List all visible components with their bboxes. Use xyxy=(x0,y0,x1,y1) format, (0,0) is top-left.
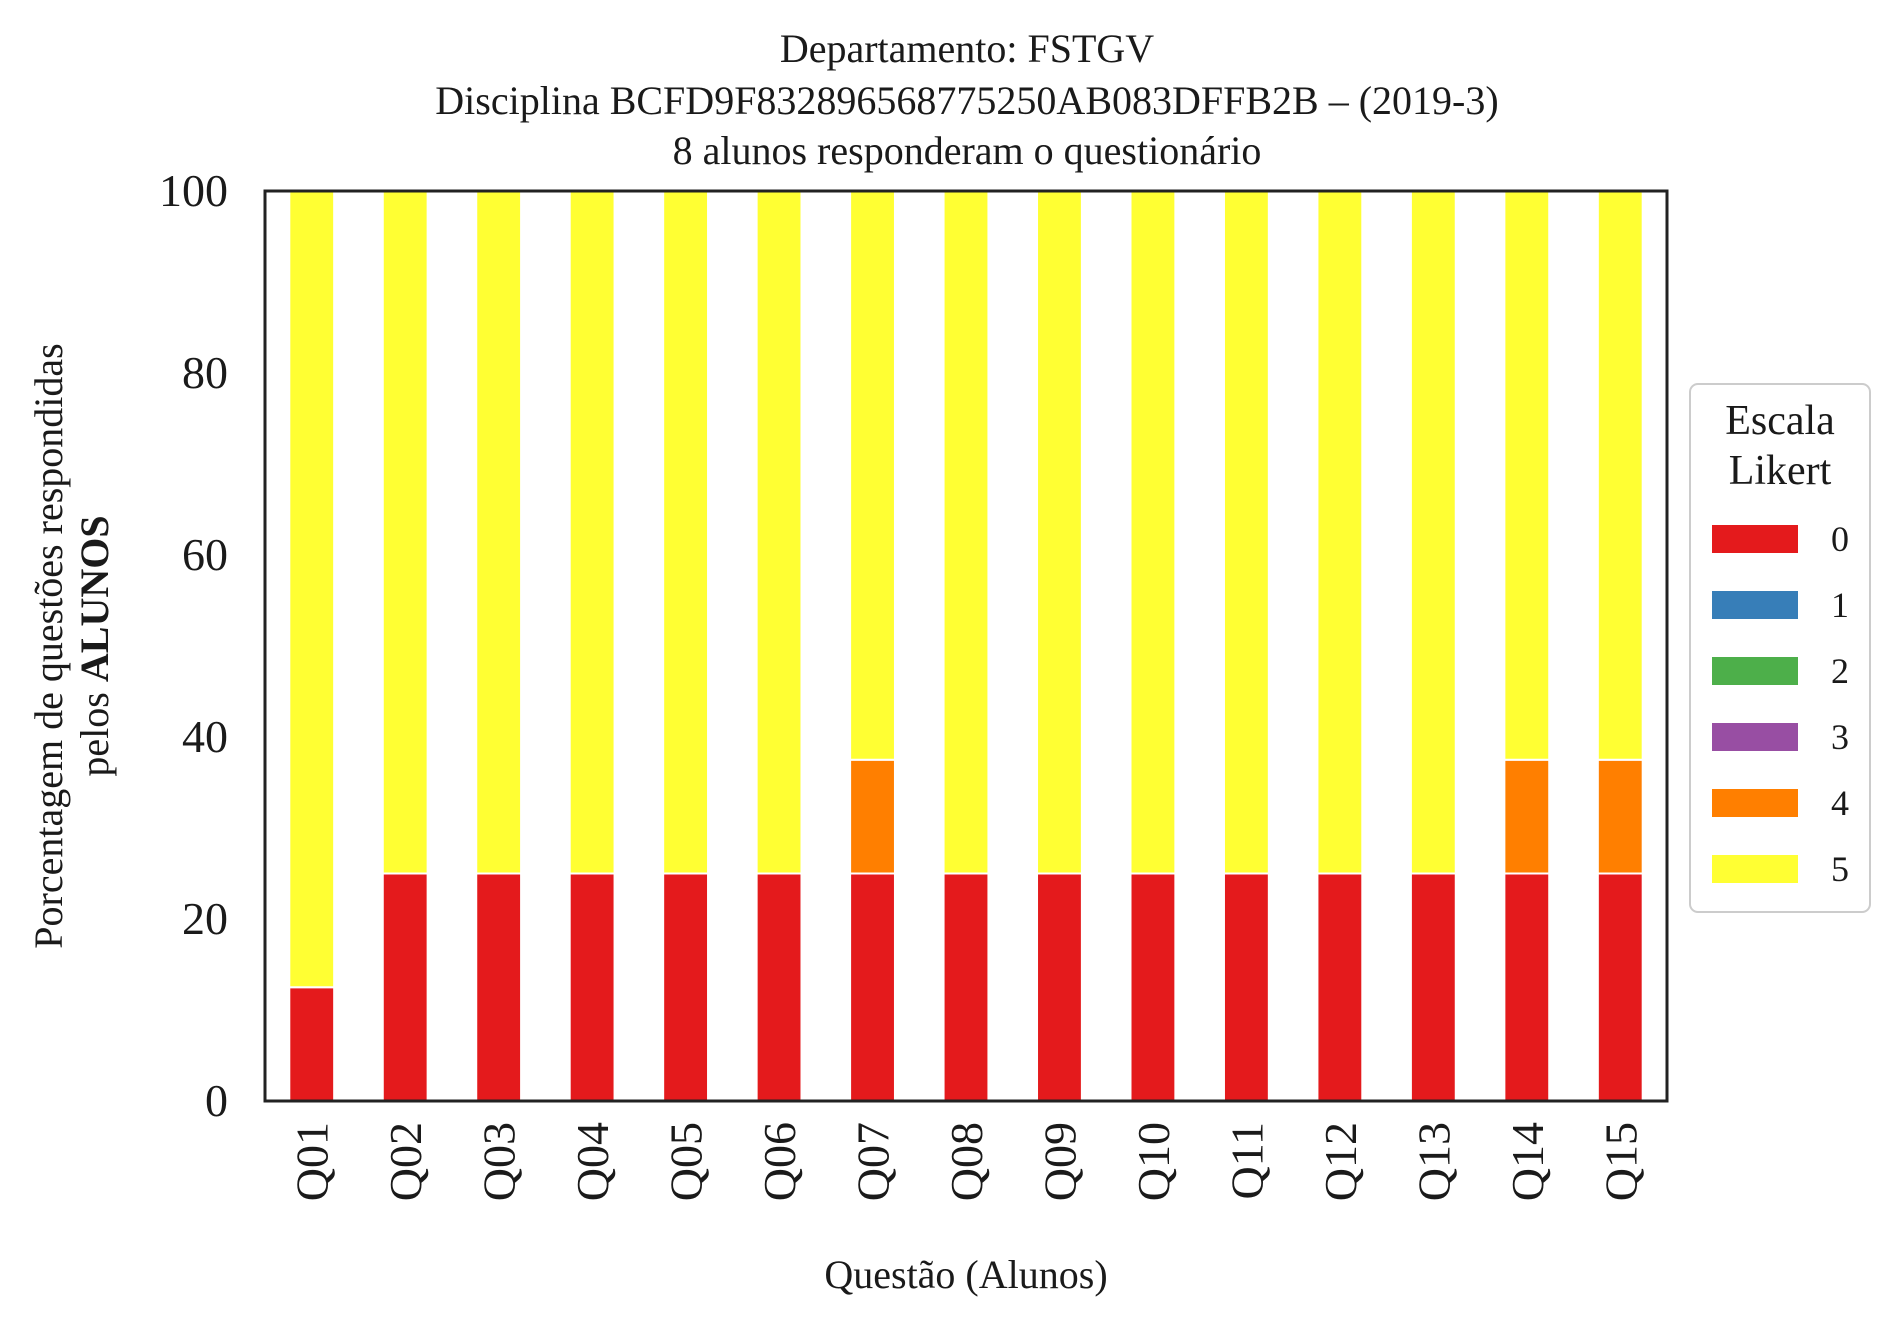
legend-label-1: 1 xyxy=(1831,585,1849,625)
legend-swatch-0 xyxy=(1712,525,1798,553)
x-tick-label-q12: Q12 xyxy=(1315,1122,1366,1201)
y-axis-label-line-1: Porcentagem de questões respondidas xyxy=(26,343,71,948)
legend-title-line-2: Likert xyxy=(1729,448,1832,494)
bar-q02-likert-0 xyxy=(381,872,429,1102)
x-tick-label-q07: Q07 xyxy=(848,1122,899,1201)
legend-label-5: 5 xyxy=(1831,849,1849,889)
x-tick-label-q15: Q15 xyxy=(1595,1122,1646,1201)
title-line-2: Disciplina BCFD9F832896568775250AB083DFF… xyxy=(435,78,1498,123)
bar-q08-likert-0 xyxy=(942,872,990,1102)
y-axis-label-bold: ALUNOS xyxy=(72,515,117,682)
x-tick-label-q14: Q14 xyxy=(1502,1122,1553,1201)
y-tick-label-0: 0 xyxy=(205,1075,228,1126)
x-tick-label-q08: Q08 xyxy=(941,1122,992,1201)
y-tick-label-80: 80 xyxy=(182,347,228,398)
bar-q15-likert-4 xyxy=(1596,758,1644,875)
x-tick-label-q09: Q09 xyxy=(1034,1122,1085,1201)
bar-q04-likert-0 xyxy=(568,872,616,1102)
bar-q01-likert-0 xyxy=(288,986,336,1102)
x-tick-label-q10: Q10 xyxy=(1128,1122,1179,1201)
legend-items: 0 1 2 3 4 5 xyxy=(1712,519,1849,889)
legend-label-3: 3 xyxy=(1831,717,1849,757)
legend-swatch-5 xyxy=(1712,855,1798,883)
y-tick-label-60: 60 xyxy=(182,529,228,580)
legend: Escala Likert 0 1 2 3 4 5 xyxy=(1689,383,1871,913)
y-tick-label-100: 100 xyxy=(159,165,228,216)
bar-q07-likert-5 xyxy=(849,190,896,761)
bar-q10-likert-5 xyxy=(1129,190,1177,875)
legend-frame xyxy=(1689,383,1871,913)
bar-q05-likert-0 xyxy=(662,872,710,1102)
bar-q12-likert-0 xyxy=(1316,872,1364,1102)
y-tick-label-20: 20 xyxy=(182,893,228,944)
title-line-3: 8 alunos responderam o questionário xyxy=(673,128,1262,173)
bar-q09-likert-5 xyxy=(1036,190,1083,875)
y-ticks-group: 0 20 40 60 80 100 xyxy=(159,165,228,1126)
x-ticks-group: Q01 Q02 Q03 Q04 Q05 Q06 Q07 Q08 Q09 Q10 Q11 Q12 Q13 Q… xyxy=(287,1122,1647,1201)
bar-q13-likert-0 xyxy=(1409,872,1457,1102)
bars-group xyxy=(288,190,1644,1102)
y-axis-label: Porcentagem de questões respondidas pelo… xyxy=(26,343,117,948)
bar-q04-likert-5 xyxy=(568,190,616,875)
x-tick-label-q01: Q01 xyxy=(287,1122,338,1201)
legend-swatch-1 xyxy=(1712,591,1798,619)
bar-q15-likert-5 xyxy=(1596,190,1644,761)
y-tick-label-40: 40 xyxy=(182,711,228,762)
x-tick-label-q05: Q05 xyxy=(661,1122,712,1201)
legend-label-2: 2 xyxy=(1831,651,1849,691)
bar-q07-likert-0 xyxy=(849,872,896,1102)
bar-q08-likert-5 xyxy=(942,190,990,875)
bar-q02-likert-5 xyxy=(381,190,429,875)
legend-swatch-4 xyxy=(1712,789,1798,817)
bar-q14-likert-0 xyxy=(1503,872,1551,1102)
x-tick-label-q11: Q11 xyxy=(1221,1122,1272,1200)
bar-q06-likert-5 xyxy=(755,190,803,875)
legend-swatch-3 xyxy=(1712,723,1798,751)
bar-q03-likert-0 xyxy=(475,872,523,1102)
bar-q01-likert-5 xyxy=(288,190,336,989)
bar-q05-likert-5 xyxy=(662,190,710,875)
bar-q07-likert-4 xyxy=(849,758,896,875)
bar-q15-likert-0 xyxy=(1596,872,1644,1102)
legend-swatch-2 xyxy=(1712,657,1798,685)
bar-q12-likert-5 xyxy=(1316,190,1364,875)
x-tick-label-q13: Q13 xyxy=(1408,1122,1459,1201)
bar-q10-likert-0 xyxy=(1129,872,1177,1102)
plot-frame xyxy=(263,189,1669,1103)
y-axis-label-prefix: pelos xyxy=(72,682,117,776)
title-line-1: Departamento: FSTGV xyxy=(780,26,1154,71)
bar-q13-likert-5 xyxy=(1409,190,1457,875)
legend-title-line-1: Escala xyxy=(1725,398,1835,444)
bar-q06-likert-0 xyxy=(755,872,803,1102)
bar-q11-likert-0 xyxy=(1222,872,1270,1102)
chart-title: Departamento: FSTGV Disciplina BCFD9F832… xyxy=(435,26,1498,173)
bar-q09-likert-0 xyxy=(1036,872,1083,1102)
x-tick-label-q06: Q06 xyxy=(754,1122,805,1201)
x-axis-label: Questão (Alunos) xyxy=(824,1252,1107,1297)
bar-q03-likert-5 xyxy=(475,190,523,875)
x-tick-label-q02: Q02 xyxy=(380,1122,431,1201)
legend-label-0: 0 xyxy=(1831,519,1849,559)
bar-q11-likert-5 xyxy=(1222,190,1270,875)
x-tick-label-q04: Q04 xyxy=(567,1122,618,1201)
bar-q14-likert-5 xyxy=(1503,190,1551,761)
x-tick-label-q03: Q03 xyxy=(474,1122,525,1201)
legend-label-4: 4 xyxy=(1831,783,1849,823)
bar-q14-likert-4 xyxy=(1503,758,1551,875)
y-axis-label-line-2: pelos ALUNOS xyxy=(72,515,117,776)
